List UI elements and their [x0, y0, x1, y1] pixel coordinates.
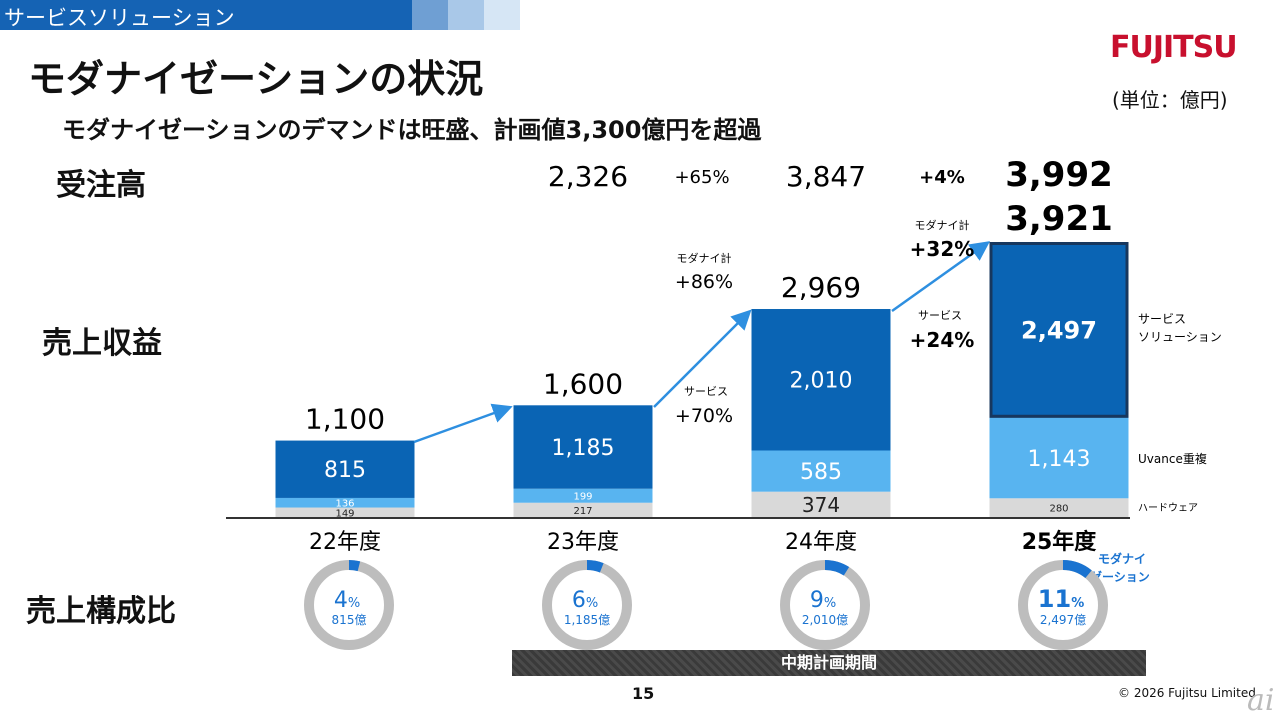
bar-total-1: 1,100	[305, 403, 385, 436]
donut-callout-line-1: モダナイ	[1098, 551, 1146, 566]
donut-fill-2	[542, 560, 632, 650]
row-label-composition: 売上構成比	[26, 594, 176, 629]
bar-label-uvance-4: 1,143	[1028, 447, 1091, 472]
donut-percent-4: 11%	[1038, 585, 1084, 613]
fujitsu-logo: FUJITSU	[1110, 30, 1238, 65]
donut-amount-1: 815億	[332, 613, 367, 627]
donut-fill-4	[1018, 560, 1108, 650]
growth-value-modernize-1: +86%	[675, 271, 733, 293]
growth-arrow-1	[413, 403, 513, 444]
growth-value-service-1: +70%	[675, 405, 733, 427]
bar-service-3	[751, 309, 891, 451]
donut-percent-sign-3: %	[824, 596, 836, 611]
growth-label-service-1: サービス	[684, 385, 728, 398]
category-label-2: 23年度	[547, 530, 619, 555]
page-title: モダナイゼーションの状況	[28, 57, 484, 101]
section-banner: サービスソリューション	[0, 0, 520, 30]
orders-value-23: 2,326	[548, 160, 628, 193]
orders-value-25: 3,992	[1005, 155, 1113, 195]
banner-accent-1	[412, 0, 448, 30]
donut-fill-1	[304, 560, 394, 650]
bar-label-uvance-1: 136	[335, 498, 354, 509]
growth-label-service-2: サービス	[918, 309, 962, 322]
donut-layer: 4%815億 6%1,185億 9%2,010億 11%2,497億	[304, 560, 1108, 650]
row-label-orders: 受注高	[56, 168, 146, 203]
bar-hardware-3	[751, 491, 891, 518]
donut-percent-3: 9%	[810, 588, 836, 613]
bar-total-2: 1,600	[543, 367, 623, 400]
bar-label-hardware-4: 280	[1049, 504, 1068, 515]
donut-callout-line-2: ゼーション	[1090, 569, 1150, 584]
bar-label-uvance-3: 585	[800, 460, 842, 485]
bar-label-service-4: 2,497	[1021, 317, 1097, 345]
highlight-frame	[989, 242, 1129, 418]
donut-fill-3	[780, 560, 870, 650]
segment-label-service-2: ソリューション	[1138, 330, 1222, 344]
donut-percent-sign-4: %	[1071, 596, 1084, 611]
donut-percent-sign-2: %	[586, 596, 598, 611]
bar-total-4: 3,921	[1005, 199, 1113, 239]
bar-uvance-4	[989, 417, 1129, 499]
bar-service-1	[275, 440, 415, 498]
donut-percent-sign-1: %	[348, 596, 360, 611]
bar-service-4	[989, 242, 1129, 418]
bar-label-hardware-2: 217	[573, 506, 592, 517]
bar-label-service-3: 2,010	[790, 369, 853, 394]
growth-value-service-2: +24%	[910, 328, 975, 352]
bar-label-hardware-3: 374	[802, 493, 840, 517]
donut-percent-2: 6%	[572, 588, 598, 613]
bar-label-service-2: 1,185	[552, 436, 615, 461]
bar-label-hardware-1: 149	[335, 508, 354, 519]
segment-label-service-1: サービス	[1138, 312, 1186, 326]
bar-label-uvance-2: 199	[573, 491, 592, 502]
orders-value-24: 3,847	[786, 160, 866, 193]
page-subtitle: モダナイゼーションのデマンドは旺盛、計画値3,300億円を超過	[62, 116, 762, 144]
category-label-3: 24年度	[785, 530, 857, 555]
donut-amount-4: 2,497億	[1040, 613, 1086, 627]
orders-change-1: +65%	[674, 167, 729, 188]
banner-accent-3	[484, 0, 520, 30]
banner-main-block	[0, 0, 412, 30]
donut-amount-3: 2,010億	[802, 613, 848, 627]
bar-hardware-4	[989, 498, 1129, 518]
banner-accent-2	[448, 0, 484, 30]
growth-label-modernize-1: モダナイ計	[677, 251, 732, 265]
growth-arrow-3	[891, 241, 991, 313]
row-label-revenue: 売上収益	[42, 326, 162, 361]
page-number: 15	[632, 684, 655, 703]
unit-label: (単位：億円)	[1112, 88, 1228, 112]
bar-hardware-2	[513, 502, 653, 518]
bar-total-3: 2,969	[781, 271, 861, 304]
donut-amount-2: 1,185億	[564, 613, 610, 627]
category-label-1: 22年度	[309, 530, 381, 555]
watermark-logo: ai	[1247, 683, 1275, 718]
growth-arrow-2	[653, 309, 752, 408]
donut-percent-1: 4%	[334, 588, 360, 613]
bar-uvance-2	[513, 488, 653, 503]
growth-value-modernize-2: +32%	[910, 237, 975, 261]
bar-uvance-1	[275, 497, 415, 508]
segment-label-hardware: ハードウェア	[1138, 502, 1198, 514]
plan-period-bar: 中期計画期間	[512, 650, 1146, 676]
bar-hardware-1	[275, 507, 415, 518]
copyright: © 2026 Fujitsu Limited	[1118, 686, 1256, 700]
bar-label-service-1: 815	[324, 458, 366, 483]
category-label-4: 25年度	[1022, 529, 1098, 555]
segment-label-uvance: Uvance重複	[1138, 451, 1207, 466]
bar-uvance-3	[751, 450, 891, 492]
section-title: サービスソリューション	[4, 6, 235, 30]
bar-service-2	[513, 405, 653, 489]
orders-change-2: +4%	[919, 167, 965, 188]
growth-label-modernize-2: モダナイ計	[915, 218, 970, 232]
